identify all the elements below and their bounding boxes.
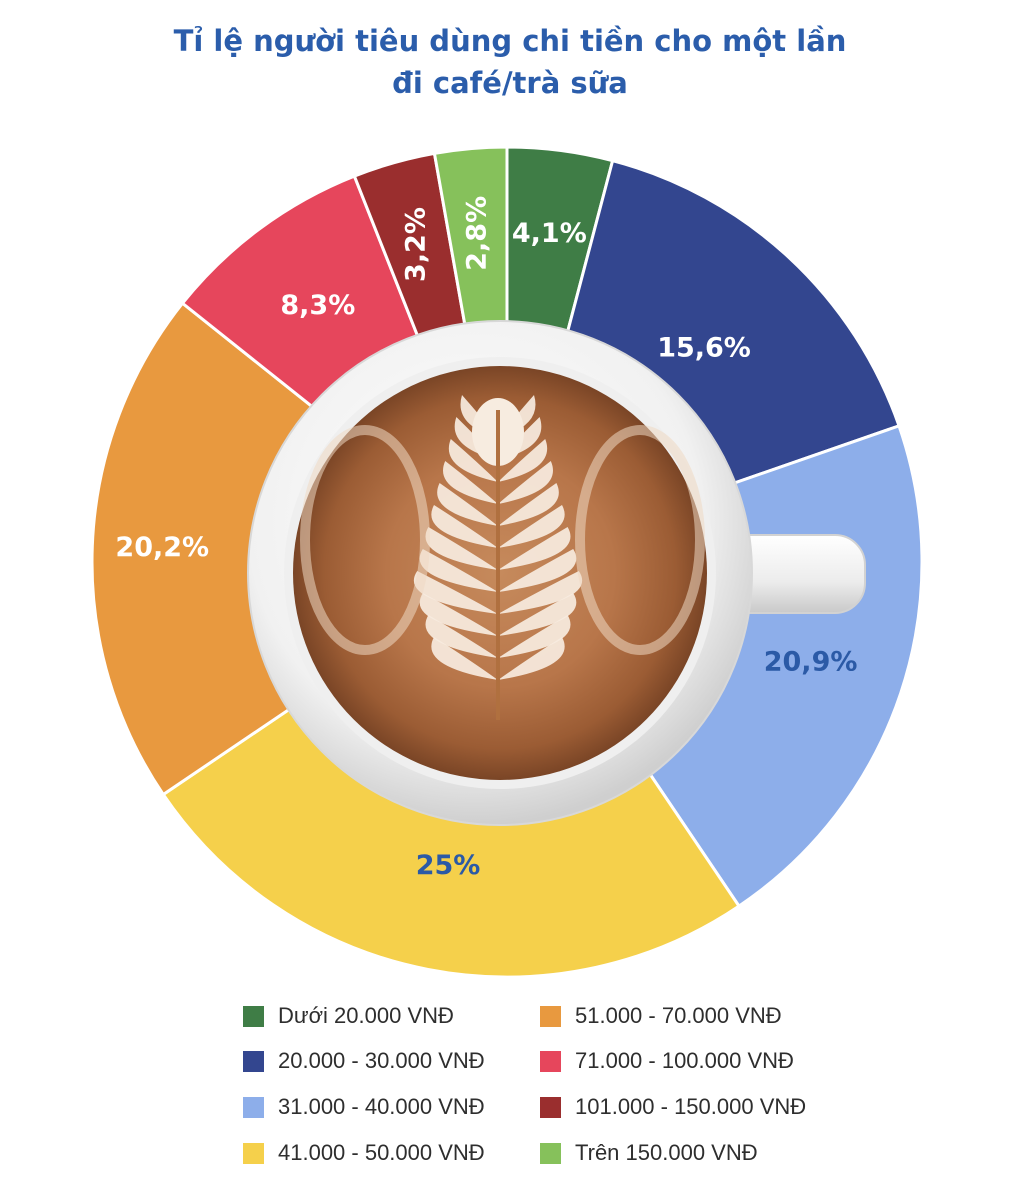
legend-swatch (243, 1005, 264, 1027)
latte-swirl (575, 425, 705, 655)
slice-data-label: 25% (416, 850, 481, 881)
legend-label: 31.000 - 40.000 VNĐ (278, 1094, 485, 1119)
legend-item: 31.000 - 40.000 VNĐ (243, 1093, 485, 1121)
legend-swatch (540, 1050, 561, 1072)
latte-leaf-segment (425, 615, 571, 658)
legend-swatch (540, 1096, 561, 1118)
legend-swatch (243, 1050, 264, 1072)
legend-label: 101.000 - 150.000 VNĐ (575, 1094, 807, 1119)
legend-label: 41.000 - 50.000 VNĐ (278, 1140, 485, 1165)
slice-labels: 4,1% 15,6% 20,9% 25% 20,2% 8,3% 3,2% 2,8% (115, 196, 857, 881)
legend-label: 20.000 - 30.000 VNĐ (278, 1048, 485, 1073)
chart-title-line-2: đi café/trà sữa (392, 66, 628, 100)
slice-data-label: 2,8% (462, 196, 493, 271)
slice-data-label: 20,9% (764, 647, 858, 678)
latte-leaf-segment (425, 527, 571, 570)
latte-leaf-segment (431, 505, 565, 548)
legend-item: 71.000 - 100.000 VNĐ (540, 1047, 794, 1075)
latte-leaf-segment (448, 439, 548, 482)
slice-data-label: 3,2% (401, 207, 432, 282)
legend-item: 20.000 - 30.000 VNĐ (243, 1047, 485, 1075)
slice-data-label: 15,6% (657, 333, 751, 364)
slice-data-label: 20,2% (115, 532, 209, 563)
legend-label: Trên 150.000 VNĐ (575, 1140, 758, 1165)
latte-leaf-segment (419, 593, 577, 636)
legend-label: 51.000 - 70.000 VNĐ (575, 1003, 782, 1028)
legend-item: Dưới 20.000 VNĐ (243, 1002, 454, 1030)
legend-swatch (540, 1005, 561, 1027)
latte-leaf-segment (431, 637, 565, 680)
chart-title-line-1: Tỉ lệ người tiêu dùng chi tiền cho một l… (173, 24, 847, 58)
legend-label: Dưới 20.000 VNĐ (278, 1003, 454, 1028)
latte-art (300, 395, 705, 720)
legend-label: 71.000 - 100.000 VNĐ (575, 1048, 794, 1073)
latte-swirl (300, 425, 430, 655)
latte-leaf-segment (419, 549, 577, 592)
slice-data-label: 8,3% (280, 290, 355, 321)
coffee-cup-image (247, 320, 866, 826)
legend-swatch (540, 1142, 561, 1164)
legend-item: Trên 150.000 VNĐ (540, 1139, 758, 1167)
slice-data-label: 4,1% (512, 218, 587, 249)
legend-item: 51.000 - 70.000 VNĐ (540, 1002, 782, 1030)
legend-swatch (243, 1142, 264, 1164)
latte-leaf-segment (443, 461, 553, 504)
latte-leaf-segment (437, 483, 559, 526)
latte-leaf-segment (413, 571, 583, 614)
legend-item: 41.000 - 50.000 VNĐ (243, 1139, 485, 1167)
legend-item: 101.000 - 150.000 VNĐ (540, 1093, 806, 1121)
legend-swatch (243, 1096, 264, 1118)
